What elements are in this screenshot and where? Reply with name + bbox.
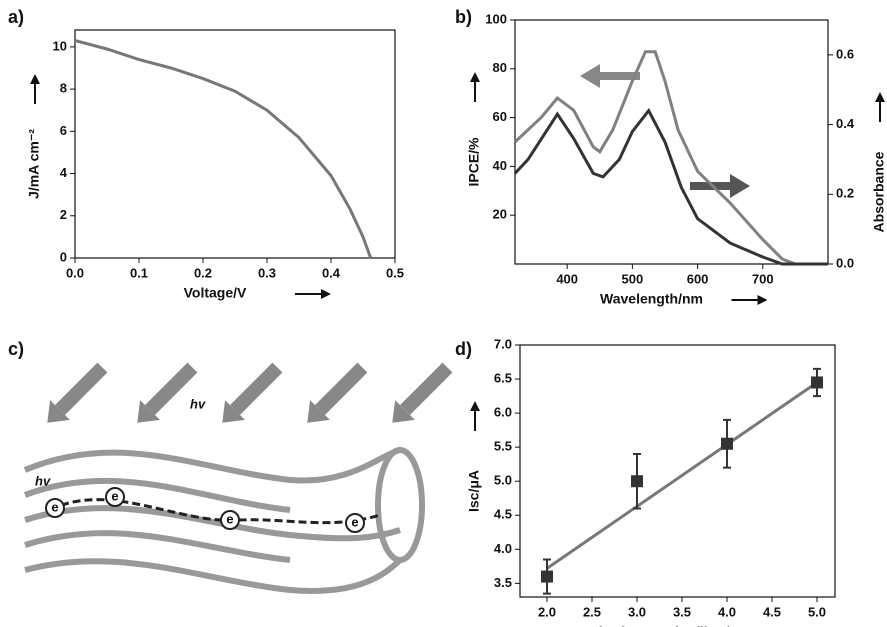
y2-axis-label: Absorbance (871, 151, 887, 232)
x-tick-label: 0.2 (194, 265, 212, 280)
diagram: c) hv hv e e e e (8, 339, 453, 594)
y-tick-label: 4.0 (494, 541, 512, 556)
y-tick-label: 6 (60, 123, 67, 138)
arrow-head (30, 74, 40, 84)
electron-label: e (111, 488, 118, 503)
y2-tick-label: 0.0 (836, 255, 854, 270)
electron-label: e (51, 499, 58, 514)
y-tick-label: 7.0 (494, 336, 512, 351)
light-arrows (47, 362, 453, 423)
chart: b) 400 500 600 700 20 40 60 80 100 0.0 0.2 0.4 0.6 Wav… (455, 7, 887, 307)
x-tick-label: 700 (752, 271, 774, 286)
x-tick-label: 0.4 (322, 265, 341, 280)
y-tick-label: 40 (493, 158, 507, 173)
y-tick-label: 5.0 (494, 473, 512, 488)
x-tick-label: 500 (622, 271, 644, 286)
y2-tick-label: 0.4 (836, 116, 855, 131)
panel-label: c) (8, 339, 24, 359)
y-tick-label: 3.5 (494, 575, 512, 590)
arrow-head (470, 72, 480, 82)
x-axis-label: Wavelength/nm (600, 291, 703, 307)
x-tick-label: 0.1 (130, 265, 148, 280)
y-tick-label: 4 (60, 165, 68, 180)
point (631, 475, 643, 488)
x-tick-label: 0.3 (258, 265, 276, 280)
x-axis-label: Length of nanotube fiber/mm (561, 624, 755, 627)
x-tick-label: 0.5 (386, 265, 404, 280)
electron-label: e (226, 511, 233, 526)
tube (23, 447, 425, 594)
y-tick-label: 6.0 (494, 405, 512, 420)
panel-label: d) (455, 339, 472, 359)
line-series (74, 39, 373, 259)
y-axis-label: IPCE/% (466, 137, 482, 187)
fit-line (546, 381, 818, 570)
y-tick-label: 6.5 (494, 370, 512, 385)
panel-label: a) (8, 7, 24, 27)
x-tick-label: 4.5 (763, 604, 781, 619)
y2-tick-label: 0.6 (836, 46, 854, 61)
chart: a) 0.0 0.1 0.2 0.3 0.4 0.5 0 2 4 6 8 10 Voltage/V J/mA… (8, 7, 404, 301)
x-tick-label: 5.0 (808, 604, 826, 619)
arrow-head (321, 289, 331, 299)
arrow-head (757, 295, 768, 305)
y-tick-label: 0 (60, 249, 67, 264)
line-series (513, 107, 828, 266)
plot-frame (74, 29, 396, 259)
y-tick-label: 60 (493, 109, 507, 124)
point (541, 570, 553, 583)
x-tick-label: 2.0 (538, 604, 556, 619)
arrow-head (470, 401, 480, 411)
annotation: hv (35, 473, 51, 488)
y-axis-label: J/mA cm⁻² (26, 129, 42, 199)
annotation: hv (190, 396, 206, 411)
arrow-head (875, 92, 885, 102)
y-tick-label: 10 (53, 38, 67, 53)
chart: d) 2.0 2.5 3.0 3.5 4.0 4.5 5.0 3.5 4.0 4.5 5.0 5.5 6.… (455, 336, 836, 627)
electron-label: e (351, 514, 358, 529)
x-axis-label: Voltage/V (184, 285, 247, 301)
y-tick-label: 2 (60, 207, 67, 222)
y-tick-label: 4.5 (494, 507, 512, 522)
x-tick-label: 3.5 (673, 604, 691, 619)
x-tick-label: 400 (556, 271, 578, 286)
y-tick-label: 80 (493, 60, 507, 75)
y-tick-label: 5.5 (494, 439, 512, 454)
x-tick-label: 2.5 (583, 604, 601, 619)
x-tick-label: 4.0 (718, 604, 736, 619)
panel-b-arrows (580, 64, 750, 198)
panel-label: b) (455, 7, 472, 27)
line-series (513, 50, 828, 266)
point (721, 437, 733, 450)
point (811, 376, 823, 389)
plot-frame (519, 344, 836, 598)
y-axis-label: Isc/μA (466, 470, 482, 512)
y-tick-label: 100 (485, 11, 507, 26)
x-tick-label: 0.0 (66, 265, 84, 280)
x-tick-label: 3.0 (628, 604, 646, 619)
y-tick-label: 8 (60, 81, 67, 96)
y2-tick-label: 0.2 (836, 186, 854, 201)
x-tick-label: 600 (687, 271, 709, 286)
plot-frame (514, 19, 829, 265)
y-tick-label: 20 (493, 207, 507, 222)
electrons: e e e e (45, 487, 365, 533)
